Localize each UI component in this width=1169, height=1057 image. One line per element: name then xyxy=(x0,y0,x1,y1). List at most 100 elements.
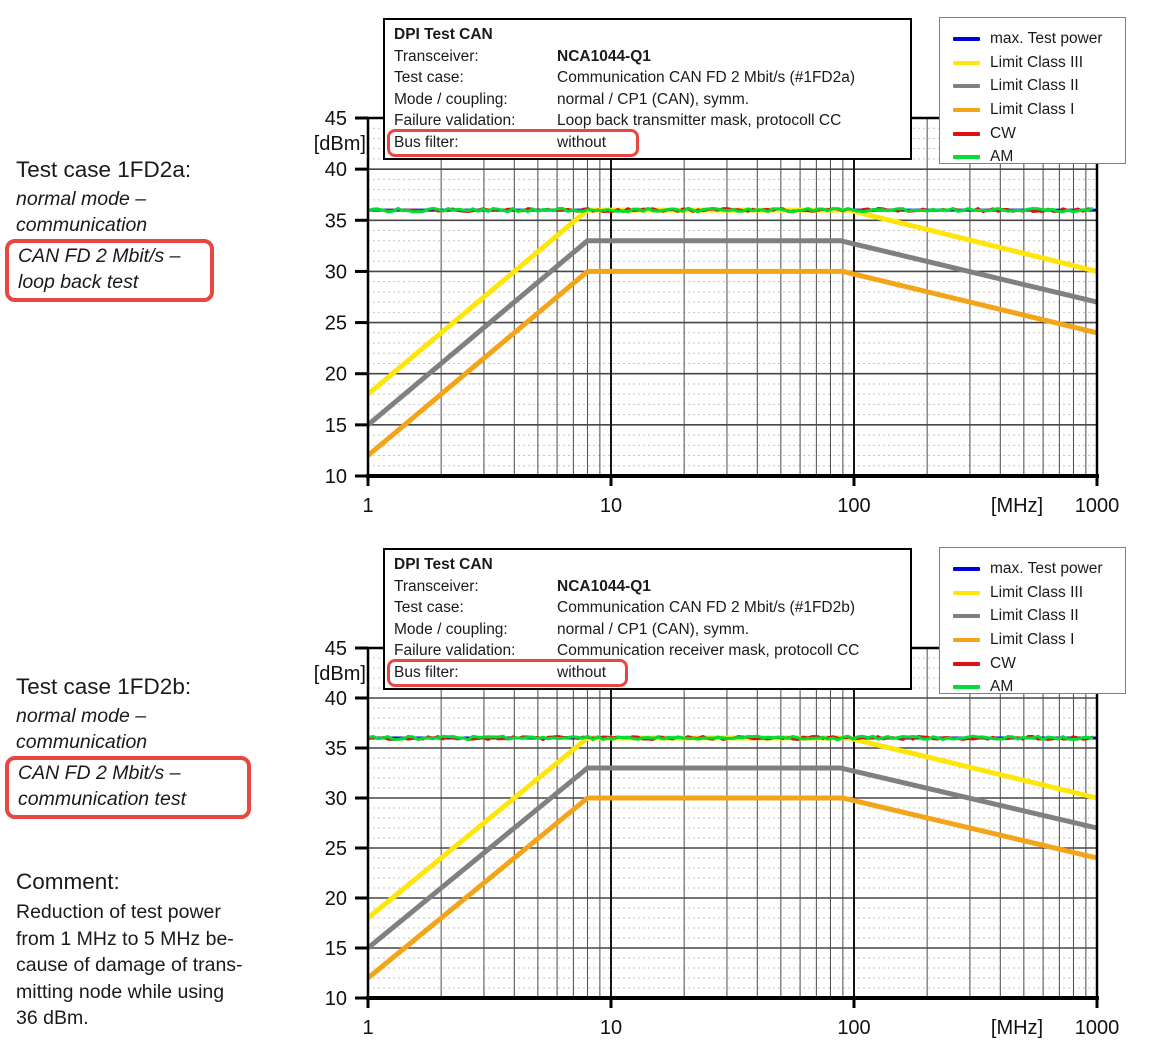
dpi-chart-1: 45 40 35 30 25 20 15 10 [dBm] 1 10 100 1000 [MHz] xyxy=(314,108,1120,517)
legend-item: Limit Class II xyxy=(953,74,1125,98)
legend-line-swatch xyxy=(953,60,980,65)
info-row-bus-filter: Bus filter: without xyxy=(394,663,607,681)
dpi-chart-2: 45 40 35 30 25 20 15 10 [dBm] 1 10 100 1000 [MHz] xyxy=(314,638,1120,1039)
info-box-2: DPI Test CAN Transceiver: NCA1044-Q1 Tes… xyxy=(383,548,912,690)
y-unit-label: [dBm] xyxy=(314,133,366,155)
info-row: Failure validation: Communication receiv… xyxy=(394,642,860,659)
legend-item: AM xyxy=(953,145,1125,169)
annotation-test-case-1: Test case 1FD2a: normal mode – communica… xyxy=(5,157,214,302)
axis-labels: 45 40 35 30 25 20 15 10 [dBm] 1 10 100 1000 [MHz] xyxy=(314,638,1120,1039)
annotation-line: normal mode – xyxy=(16,705,147,727)
x-tick-label: 10 xyxy=(600,495,622,517)
x-unit-label: [MHz] xyxy=(991,1017,1043,1039)
legend-box-1: max. Test power Limit Class III Limit Cl… xyxy=(939,17,1126,165)
y-tick-label: 20 xyxy=(325,364,347,386)
comment-line: from 1 MHz to 5 MHz be- xyxy=(16,927,234,950)
legend-line-swatch xyxy=(953,637,980,642)
info-row-bus-filter: Bus filter: without xyxy=(394,133,607,151)
grid xyxy=(368,118,1097,476)
y-tick-label: 30 xyxy=(325,788,347,810)
legend-line-swatch xyxy=(953,566,980,571)
comment-line: Reduction of test power xyxy=(16,901,221,923)
info-row: Test case: Communication CAN FD 2 Mbit/s… xyxy=(394,69,856,86)
comment-line: 36 dBm. xyxy=(16,1007,89,1029)
legend-line-swatch xyxy=(953,131,980,136)
series-lines xyxy=(366,734,1098,980)
annotation-title: Test case 1FD2a: xyxy=(16,157,192,182)
annotation-test-case-2: Test case 1FD2b: normal mode – communica… xyxy=(5,674,251,819)
series-limit-class-i xyxy=(366,268,1098,458)
annotation-title: Test case 1FD2b: xyxy=(16,674,192,699)
y-tick-label: 25 xyxy=(325,838,347,860)
info-row: Mode / coupling: normal / CP1 (CAN), sym… xyxy=(394,90,750,108)
series-am xyxy=(367,206,1094,214)
legend-item: Limit Class II xyxy=(953,604,1125,628)
series-limit-class-ii xyxy=(366,238,1098,427)
annotation-line: communication test xyxy=(18,787,186,810)
y-tick-label: 10 xyxy=(325,466,347,488)
legend-item: Limit Class I xyxy=(953,98,1125,122)
comment-line: mitting node while using xyxy=(16,980,225,1003)
legend-line-swatch xyxy=(953,614,980,619)
legend-line-swatch xyxy=(953,590,980,595)
comment-block: Comment: Reduction of test power from 1 … xyxy=(16,869,243,1032)
y-tick-label: 40 xyxy=(325,159,347,181)
info-row: Failure validation: Loop back transmitte… xyxy=(394,112,842,129)
series-limit-class-i xyxy=(366,795,1098,980)
legend-item: Limit Class I xyxy=(953,628,1125,652)
legend-item: AM xyxy=(953,675,1125,699)
x-tick-label: 1000 xyxy=(1075,1017,1120,1039)
y-tick-label: 25 xyxy=(325,313,347,335)
x-tick-label: 1 xyxy=(362,1017,373,1039)
annotation-line: communication xyxy=(16,213,148,236)
legend-line-swatch xyxy=(953,155,980,160)
x-tick-label: 100 xyxy=(837,495,870,517)
series-am xyxy=(367,734,1094,742)
x-tick-label: 1000 xyxy=(1075,495,1120,517)
annotation-line: loop back test xyxy=(18,270,139,293)
legend-item: Limit Class III xyxy=(953,51,1125,75)
x-unit-label: [MHz] xyxy=(991,495,1043,517)
info-row: Transceiver: NCA1044-Q1 xyxy=(394,577,651,595)
grid xyxy=(368,648,1097,998)
y-tick-label: 45 xyxy=(325,638,347,660)
info-row: Test case: Communication CAN FD 2 Mbit/s… xyxy=(394,599,856,616)
highlight-box: CAN FD 2 Mbit/s – loop back test xyxy=(5,239,214,302)
x-tick-label: 1 xyxy=(362,495,373,517)
legend-item: CW xyxy=(953,652,1125,676)
legend-line-swatch xyxy=(953,661,980,666)
y-tick-label: 35 xyxy=(325,738,347,760)
info-box-title: DPI Test CAN xyxy=(394,556,493,573)
info-row: Mode / coupling: normal / CP1 (CAN), sym… xyxy=(394,620,750,638)
y-unit-label: [dBm] xyxy=(314,663,366,685)
series-lines xyxy=(366,206,1098,458)
annotation-line: communication xyxy=(16,730,148,753)
legend-item: max. Test power xyxy=(953,27,1125,51)
info-row: Transceiver: NCA1044-Q1 xyxy=(394,47,651,65)
x-tick-label: 100 xyxy=(837,1017,870,1039)
series-limit-class-ii xyxy=(366,765,1098,950)
legend-line-swatch xyxy=(953,36,980,41)
legend-item: CW xyxy=(953,122,1125,146)
comment-line: cause of damage of trans- xyxy=(16,954,243,976)
x-tick-label: 10 xyxy=(600,1017,622,1039)
info-box-1: DPI Test CAN Transceiver: NCA1044-Q1 Tes… xyxy=(383,18,912,160)
y-tick-label: 15 xyxy=(325,415,347,437)
legend-item: Limit Class III xyxy=(953,581,1125,605)
legend-line-swatch xyxy=(953,84,980,89)
y-tick-label: 20 xyxy=(325,888,347,910)
y-tick-label: 40 xyxy=(325,688,347,710)
annotation-line: CAN FD 2 Mbit/s – xyxy=(18,245,181,267)
y-tick-label: 10 xyxy=(325,988,347,1010)
legend-item: max. Test power xyxy=(953,557,1125,581)
y-tick-label: 30 xyxy=(325,261,347,283)
legend-box-2: max. Test power Limit Class III Limit Cl… xyxy=(939,547,1126,695)
legend-line-swatch xyxy=(953,685,980,690)
y-tick-label: 15 xyxy=(325,938,347,960)
highlight-box: CAN FD 2 Mbit/s – communication test xyxy=(5,756,251,819)
comment-title: Comment: xyxy=(16,869,120,894)
axis-labels: 45 40 35 30 25 20 15 10 [dBm] 1 10 100 1000 [MHz] xyxy=(314,108,1120,517)
info-box-title: DPI Test CAN xyxy=(394,26,493,43)
